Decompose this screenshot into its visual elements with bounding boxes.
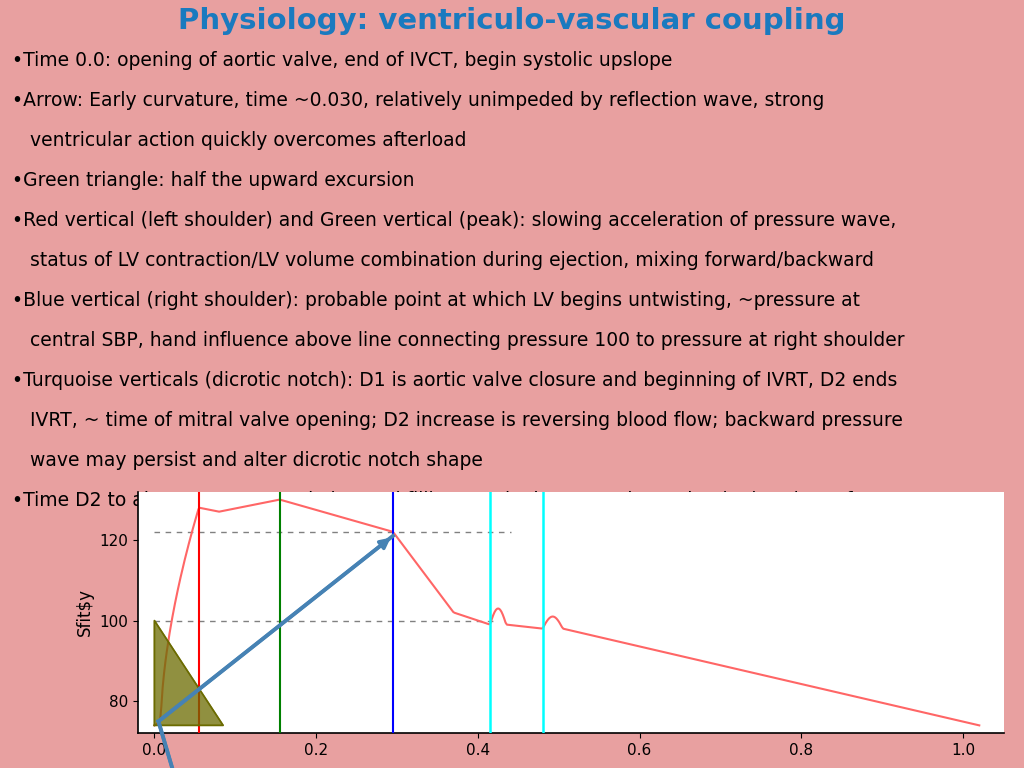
Text: Physiology: ventriculo-vascular coupling: Physiology: ventriculo-vascular coupling: [178, 8, 846, 35]
Text: •Turquoise verticals (dicrotic notch): D1 is aortic valve closure and beginning : •Turquoise verticals (dicrotic notch): D…: [12, 371, 898, 390]
Text: •Arrow: Early curvature, time ~0.030, relatively unimpeded by reflection wave, s: •Arrow: Early curvature, time ~0.030, re…: [12, 91, 824, 110]
Text: •Red vertical (left shoulder) and Green vertical (peak): slowing acceleration of: •Red vertical (left shoulder) and Green …: [12, 211, 897, 230]
Text: wave may persist and alter dicrotic notch shape: wave may persist and alter dicrotic notc…: [12, 451, 483, 470]
Text: •Time 0.0: opening of aortic valve, end of IVCT, begin systolic upslope: •Time 0.0: opening of aortic valve, end …: [12, 51, 673, 70]
Polygon shape: [155, 621, 223, 725]
Text: •Blue vertical (right shoulder): probable point at which LV begins untwisting, ~: •Blue vertical (right shoulder): probabl…: [12, 291, 860, 310]
Text: •Time D2 to about 0.9: LV untwisting and filling, 0.9 is the approximate beginni: •Time D2 to about 0.9: LV untwisting and…: [12, 491, 902, 510]
Text: status of LV contraction/LV volume combination during ejection, mixing forward/b: status of LV contraction/LV volume combi…: [12, 251, 874, 270]
Text: IVRT, ~ time of mitral valve opening; D2 increase is reversing blood flow; backw: IVRT, ~ time of mitral valve opening; D2…: [12, 411, 903, 430]
Text: ventricular action quickly overcomes afterload: ventricular action quickly overcomes aft…: [12, 131, 467, 151]
Text: •Green triangle: half the upward excursion: •Green triangle: half the upward excursi…: [12, 171, 415, 190]
Text: central SBP, hand influence above line connecting pressure 100 to pressure at ri: central SBP, hand influence above line c…: [12, 331, 905, 350]
Y-axis label: Sfit$y: Sfit$y: [76, 588, 94, 637]
